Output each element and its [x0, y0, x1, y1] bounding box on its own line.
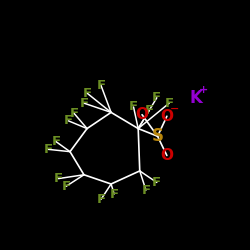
Text: F: F [52, 135, 60, 148]
Text: F: F [96, 79, 106, 92]
Text: F: F [152, 91, 161, 104]
Text: F: F [82, 87, 92, 100]
Text: −: − [170, 104, 180, 114]
Text: F: F [69, 107, 78, 120]
Text: F: F [165, 97, 174, 110]
Text: F: F [96, 193, 106, 206]
Text: F: F [80, 97, 88, 110]
Text: F: F [64, 114, 73, 127]
Text: +: + [199, 86, 208, 96]
Text: F: F [142, 184, 150, 197]
Text: O: O [160, 148, 173, 163]
Text: F: F [54, 172, 63, 185]
Text: F: F [110, 188, 119, 200]
Text: S: S [152, 127, 164, 145]
Text: O: O [136, 107, 148, 122]
Text: O: O [160, 109, 173, 124]
Text: F: F [62, 180, 71, 193]
Text: F: F [144, 104, 154, 117]
Text: F: F [152, 176, 161, 189]
Text: K: K [189, 89, 202, 107]
Text: F: F [129, 100, 138, 114]
Text: F: F [44, 143, 53, 156]
